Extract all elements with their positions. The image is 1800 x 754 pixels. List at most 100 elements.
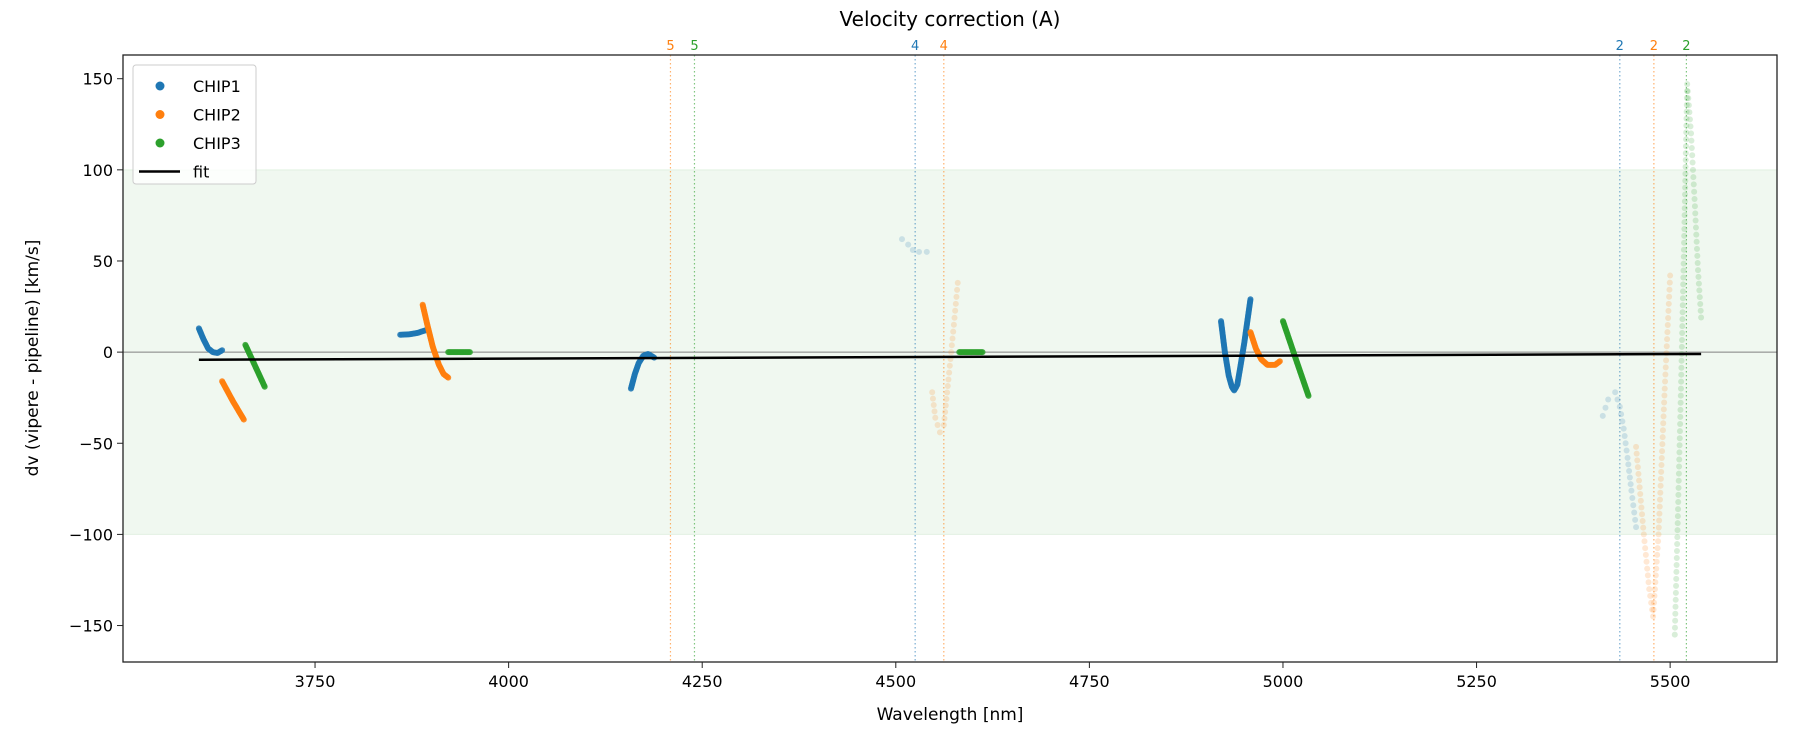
data-point-chip3 bbox=[1682, 163, 1689, 170]
data-point-chip3 bbox=[1677, 385, 1684, 392]
data-point-chip3 bbox=[1672, 589, 1679, 596]
data-point-chip2 bbox=[1635, 470, 1642, 477]
data-point-chip2 bbox=[1663, 343, 1670, 350]
data-point-chip3 bbox=[1682, 157, 1689, 164]
data-point-chip3 bbox=[1674, 520, 1681, 527]
data-point-chip2 bbox=[936, 429, 943, 436]
data-point-chip3 bbox=[1305, 392, 1312, 399]
data-point-chip3 bbox=[1693, 245, 1700, 252]
data-point-chip2 bbox=[943, 395, 950, 402]
data-point-chip2 bbox=[944, 389, 951, 396]
data-point-chip3 bbox=[1691, 196, 1698, 203]
data-point-chip3 bbox=[1683, 101, 1690, 108]
data-point-chip2 bbox=[950, 328, 957, 335]
data-point-chip3 bbox=[1682, 191, 1689, 198]
data-point-chip2 bbox=[1637, 491, 1644, 498]
data-point-chip2 bbox=[1657, 489, 1664, 496]
data-point-chip2 bbox=[948, 342, 955, 349]
data-point-chip3 bbox=[1679, 316, 1686, 323]
data-point-chip3 bbox=[1695, 280, 1702, 287]
data-point-chip2 bbox=[1667, 272, 1674, 279]
legend-label: CHIP3 bbox=[193, 134, 241, 153]
data-point-chip2 bbox=[1664, 336, 1671, 343]
data-point-chip1 bbox=[1619, 418, 1626, 425]
data-point-chip2 bbox=[952, 307, 959, 314]
order-marker-label: 2 bbox=[1682, 39, 1690, 54]
data-point-chip1 bbox=[1624, 454, 1631, 461]
data-point-chip3 bbox=[1673, 548, 1680, 555]
data-point-chip2 bbox=[931, 408, 938, 415]
data-point-chip2 bbox=[1645, 579, 1652, 586]
data-point-chip3 bbox=[1680, 253, 1687, 260]
data-point-chip3 bbox=[1685, 95, 1692, 102]
legend-box bbox=[132, 64, 257, 185]
data-point-chip3 bbox=[1687, 123, 1694, 130]
data-point-chip2 bbox=[1659, 441, 1666, 448]
data-point-chip2 bbox=[1654, 551, 1661, 558]
x-tick-label: 4250 bbox=[682, 672, 723, 691]
data-point-chip2 bbox=[1662, 371, 1669, 378]
data-point-chip3 bbox=[1675, 477, 1682, 484]
chart-title: Velocity correction (A) bbox=[840, 7, 1061, 31]
data-point-chip3 bbox=[1683, 136, 1690, 143]
data-point-chip3 bbox=[1691, 203, 1698, 210]
data-point-chip3 bbox=[1671, 624, 1678, 631]
data-point-chip3 bbox=[1690, 174, 1697, 181]
data-point-chip2 bbox=[1656, 517, 1663, 524]
data-point-chip3 bbox=[1677, 421, 1684, 428]
data-point-chip2 bbox=[445, 374, 452, 381]
data-point-chip2 bbox=[1665, 314, 1672, 321]
data-point-chip1 bbox=[1626, 467, 1633, 474]
data-point-chip1 bbox=[1632, 516, 1639, 523]
data-point-chip2 bbox=[930, 401, 937, 408]
data-point-chip1 bbox=[898, 236, 905, 243]
data-point-chip3 bbox=[1695, 267, 1702, 274]
data-point-chip1 bbox=[1629, 494, 1636, 501]
data-point-chip3 bbox=[1678, 371, 1685, 378]
data-point-chip3 bbox=[1694, 252, 1701, 259]
data-point-chip3 bbox=[1679, 336, 1686, 343]
order-marker-label: 5 bbox=[690, 39, 698, 54]
data-point-chip3 bbox=[1672, 617, 1679, 624]
data-point-chip3 bbox=[1683, 122, 1690, 129]
data-point-chip2 bbox=[1639, 511, 1646, 518]
data-point-chip3 bbox=[1674, 541, 1681, 548]
data-point-chip3 bbox=[1673, 568, 1680, 575]
data-point-chip2 bbox=[1659, 434, 1666, 441]
data-point-chip3 bbox=[1675, 470, 1682, 477]
data-point-chip2 bbox=[934, 422, 941, 429]
data-point-chip3 bbox=[1689, 159, 1696, 166]
data-point-chip2 bbox=[1633, 443, 1640, 450]
data-point-chip3 bbox=[1674, 527, 1681, 534]
data-point-chip2 bbox=[1663, 357, 1670, 364]
data-point-chip1 bbox=[1616, 403, 1623, 410]
data-point-chip2 bbox=[1662, 378, 1669, 385]
data-point-chip3 bbox=[1676, 449, 1683, 456]
data-point-chip2 bbox=[1664, 322, 1671, 329]
data-point-chip2 bbox=[1647, 592, 1654, 599]
data-point-chip2 bbox=[1659, 448, 1666, 455]
data-point-chip3 bbox=[1679, 330, 1686, 337]
x-tick-label: 3750 bbox=[295, 672, 336, 691]
x-tick-label: 4500 bbox=[875, 672, 916, 691]
data-point-chip3 bbox=[1686, 116, 1693, 123]
data-point-chip3 bbox=[1688, 137, 1695, 144]
data-point-chip2 bbox=[1650, 613, 1657, 620]
data-point-chip3 bbox=[1690, 181, 1697, 188]
data-point-chip1 bbox=[909, 247, 916, 254]
data-point-chip2 bbox=[954, 279, 961, 286]
data-point-chip3 bbox=[1672, 610, 1679, 617]
data-point-chip2 bbox=[1661, 385, 1668, 392]
data-point-chip3 bbox=[1695, 273, 1702, 280]
data-point-chip2 bbox=[1658, 461, 1665, 468]
order-marker-label: 2 bbox=[1616, 39, 1624, 54]
data-point-chip2 bbox=[1655, 538, 1662, 545]
data-point-chip3 bbox=[1688, 130, 1695, 137]
data-point-chip2 bbox=[1276, 358, 1283, 365]
data-point-chip2 bbox=[1666, 286, 1673, 293]
data-point-chip3 bbox=[1682, 177, 1689, 184]
legend: CHIP1 CHIP2 CHIP3 fit bbox=[132, 64, 257, 185]
y-tick-label: 150 bbox=[82, 70, 113, 89]
data-point-chip3 bbox=[1683, 129, 1690, 136]
data-point-chip2 bbox=[1655, 531, 1662, 538]
